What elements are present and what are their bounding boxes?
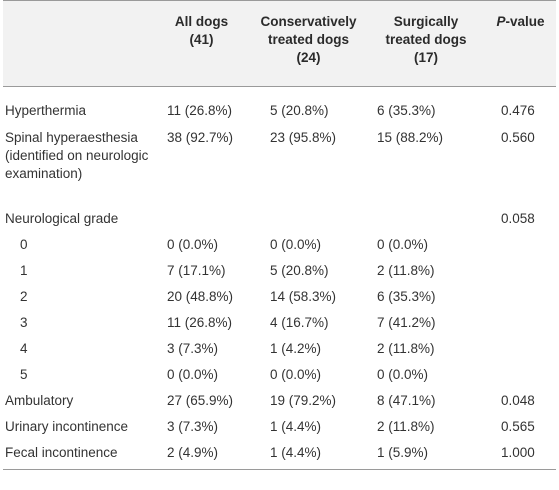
cell-all: 11 (26.8%)	[167, 314, 233, 330]
cell-p-value	[485, 362, 556, 388]
cell-conservative: 1 (4.4%)	[250, 439, 367, 470]
cell-surgical: 0 (0.0%)	[377, 366, 429, 382]
cell-surgical: 0 (0.0%)	[377, 236, 429, 252]
cell-all: 0 (0.0%)	[167, 236, 219, 252]
table-row: 1 7 (17.1%) 5 (20.8%) 2 (11.8%)	[3, 258, 556, 284]
cell-conservative: 5 (20.8%)	[270, 103, 329, 118]
header-conservative-line3: (24)	[296, 50, 321, 65]
cell-surgical: 2 (11.8%)	[377, 262, 435, 278]
header-surgical-line1: Surgically	[393, 14, 459, 29]
cell-conservative: 4 (16.7%)	[270, 314, 329, 330]
cell-p-value	[485, 284, 556, 310]
table-row: 4 3 (7.3%) 1 (4.2%) 2 (11.8%)	[3, 336, 556, 362]
cell-p-value	[485, 336, 556, 362]
cell-p-value: 0.476	[501, 103, 535, 118]
table-header-row: All dogs (41) Conservatively treated dog…	[3, 0, 556, 87]
cell-all: 11 (26.8%)	[167, 103, 233, 118]
row-label: Spinal hyperaesthesia (identified on neu…	[5, 129, 149, 181]
cell-surgical: 15 (88.2%)	[377, 129, 444, 145]
cell-conservative: 0 (0.0%)	[270, 366, 322, 382]
header-conservative: Conservatively treated dogs (24)	[250, 0, 367, 87]
table-row: Urinary incontinence 3 (7.3%) 1 (4.4%) 2…	[3, 414, 556, 440]
cell-surgical: 2 (11.8%)	[377, 340, 435, 356]
cell-p-value: 0.560	[501, 129, 535, 145]
header-surgical-line3: (17)	[413, 50, 438, 65]
cell-all: 27 (65.9%)	[167, 392, 234, 408]
row-label: 2	[20, 288, 28, 304]
header-surgical-line2: treated dogs	[385, 32, 467, 47]
cell-surgical: 6 (35.3%)	[377, 103, 436, 118]
table-row: Neurological grade 0.058	[3, 206, 556, 232]
cell-conservative: 1 (4.4%)	[270, 418, 322, 434]
row-label: Neurological grade	[5, 210, 119, 226]
row-label: Ambulatory	[5, 392, 74, 408]
row-label: 5	[20, 366, 28, 382]
table-row: 3 11 (26.8%) 4 (16.7%) 7 (41.2%)	[3, 310, 556, 336]
cell-all: 7 (17.1%)	[167, 262, 226, 278]
header-all-dogs-line2: (41)	[189, 32, 214, 47]
cell-all: 0 (0.0%)	[167, 366, 219, 382]
cell-conservative: 14 (58.3%)	[270, 288, 337, 304]
table-row: Hyperthermia 11 (26.8%) 5 (20.8%) 6 (35.…	[3, 87, 556, 125]
cell-p-value: 1.000	[485, 439, 556, 470]
cell-p-value	[485, 310, 556, 336]
cell-surgical: 8 (47.1%)	[377, 392, 436, 408]
cell-p-value	[485, 258, 556, 284]
row-label: 3	[20, 314, 28, 330]
cell-all: 2 (4.9%)	[153, 439, 250, 470]
table-row: Spinal hyperaesthesia (identified on neu…	[3, 125, 556, 206]
cell-all: 3 (7.3%)	[167, 418, 219, 434]
table-row: 0 0 (0.0%) 0 (0.0%) 0 (0.0%)	[3, 232, 556, 258]
cell-all: 3 (7.3%)	[167, 340, 219, 356]
cell-conservative: 0 (0.0%)	[270, 236, 322, 252]
cell-conservative: 19 (79.2%)	[270, 392, 337, 408]
cell-all: 38 (92.7%)	[167, 129, 234, 145]
clinical-signs-table: All dogs (41) Conservatively treated dog…	[3, 0, 556, 470]
cell-surgical: 7 (41.2%)	[377, 314, 436, 330]
row-label: 0	[20, 236, 28, 252]
header-p-rest: -value	[505, 14, 545, 29]
cell-conservative	[250, 206, 367, 232]
cell-conservative: 5 (20.8%)	[270, 262, 329, 278]
row-label: Urinary incontinence	[5, 418, 129, 434]
row-label: 1	[20, 262, 28, 278]
table-row: Fecal incontinence 2 (4.9%) 1 (4.4%) 1 (…	[3, 439, 556, 470]
header-conservative-line2: treated dogs	[267, 32, 349, 47]
header-empty-cell	[3, 0, 153, 87]
header-p-italic: P	[496, 14, 506, 29]
cell-surgical	[367, 206, 485, 232]
header-conservative-line1: Conservatively	[260, 14, 357, 29]
cell-all: 20 (48.8%)	[167, 288, 234, 304]
table-row: 2 20 (48.8%) 14 (58.3%) 6 (35.3%)	[3, 284, 556, 310]
row-label: Fecal incontinence	[3, 439, 153, 470]
header-all-dogs-line1: All dogs	[174, 14, 229, 29]
cell-p-value	[485, 232, 556, 258]
row-label: Hyperthermia	[5, 103, 87, 118]
cell-p-value: 0.565	[501, 418, 535, 434]
cell-conservative: 23 (95.8%)	[270, 129, 337, 145]
cell-surgical: 1 (5.9%)	[367, 439, 485, 470]
cell-p-value: 0.048	[501, 392, 535, 408]
cell-surgical: 6 (35.3%)	[377, 288, 436, 304]
cell-conservative: 1 (4.2%)	[270, 340, 322, 356]
cell-p-value: 0.058	[501, 210, 535, 226]
header-surgical: Surgically treated dogs (17)	[367, 0, 485, 87]
header-p-value: P-value	[485, 0, 556, 87]
table-row: Ambulatory 27 (65.9%) 19 (79.2%) 8 (47.1…	[3, 388, 556, 414]
table-row: 5 0 (0.0%) 0 (0.0%) 0 (0.0%)	[3, 362, 556, 388]
row-label: 4	[20, 340, 28, 356]
cell-all	[153, 206, 250, 232]
header-all-dogs: All dogs (41)	[153, 0, 250, 87]
cell-surgical: 2 (11.8%)	[377, 418, 435, 434]
